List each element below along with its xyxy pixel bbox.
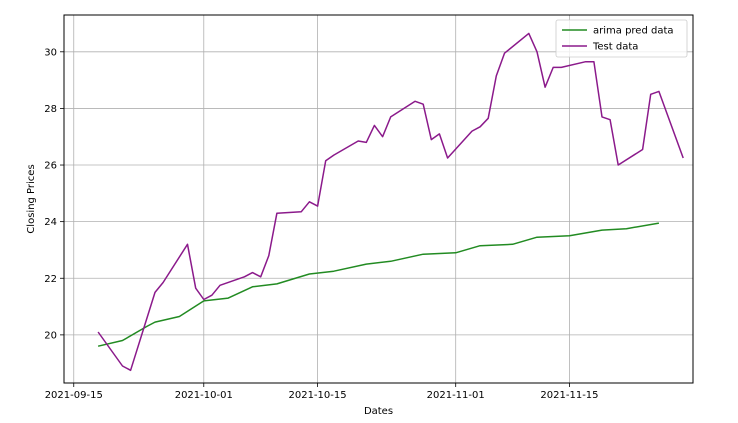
x-tick-label: 2021-11-01 xyxy=(427,390,485,401)
x-axis: 2021-09-15 2021-10-01 2021-10-15 2021-11-01… xyxy=(45,383,599,401)
y-axis-label: Closing Prices xyxy=(26,164,37,233)
series-line-0 xyxy=(97,222,660,347)
y-tick-label: 28 xyxy=(44,104,57,115)
legend-label: arima pred data xyxy=(593,26,674,37)
series-group xyxy=(97,32,684,372)
x-tick-label: 2021-10-01 xyxy=(175,390,233,401)
x-tick-label: 2021-09-15 xyxy=(45,390,103,401)
legend: arima pred data Test data xyxy=(555,19,688,58)
x-tick-label: 2021-10-15 xyxy=(288,390,346,401)
y-tick-label: 20 xyxy=(44,330,57,341)
y-tick-label: 22 xyxy=(44,274,57,285)
legend-label: Test data xyxy=(592,42,638,53)
y-tick-label: 30 xyxy=(44,47,57,58)
legend-box xyxy=(555,19,688,58)
x-axis-label: Dates xyxy=(364,406,393,417)
grid xyxy=(64,15,693,383)
y-tick-label: 26 xyxy=(44,161,57,172)
x-tick-label: 2021-11-15 xyxy=(540,390,598,401)
series-line-1 xyxy=(97,32,684,372)
plot-frame xyxy=(63,14,694,384)
y-axis: 20 22 24 26 28 30 xyxy=(44,47,64,341)
y-tick-label: 24 xyxy=(44,217,57,228)
